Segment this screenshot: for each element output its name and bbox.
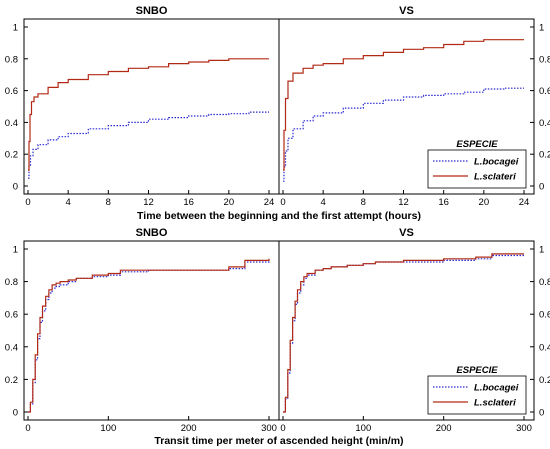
series-line-l-bocagei xyxy=(283,254,524,413)
y-tick-label: 0.4 xyxy=(539,118,550,129)
legend-box xyxy=(427,149,527,189)
series-line-l-sclateri xyxy=(28,58,269,171)
y-tick-label: 1 xyxy=(539,23,544,34)
y-tick-label: 1 xyxy=(13,245,18,256)
x-tick-label: 4 xyxy=(66,197,71,208)
x-tick-label: 200 xyxy=(436,423,452,434)
x-tick-label: 300 xyxy=(261,423,277,434)
x-tick-label: 24 xyxy=(264,197,275,208)
plot-frame xyxy=(278,240,535,421)
x-tick-label: 100 xyxy=(100,423,116,434)
y-tick-label: 0.2 xyxy=(539,150,550,161)
series-line-l-bocagei xyxy=(28,111,269,179)
x-tick-label: 100 xyxy=(355,423,371,434)
x-axis-label: Time between the beginning and the first… xyxy=(137,210,421,222)
legend-box xyxy=(427,375,527,415)
x-tick-label: 16 xyxy=(183,197,194,208)
panel-2: VS 0 4 8 12 16 20 24 0 0.2 0.4 0.6 0.8 1 ESPECIE L.boca… xyxy=(278,5,550,208)
x-tick-label: 200 xyxy=(181,423,197,434)
legend-entry: L.bocagei xyxy=(474,157,519,168)
panel-title: SNBO xyxy=(136,5,168,17)
y-tick-label: 1 xyxy=(539,245,544,256)
panel-title: SNBO xyxy=(136,227,168,239)
y-tick-label: 0.8 xyxy=(539,277,550,288)
y-tick-label: 0.6 xyxy=(5,86,18,97)
y-tick-label: 0.6 xyxy=(539,310,550,321)
panel-1: SNBO 0 4 8 12 16 20 24 0 0.2 0.4 0.6 0.8 1 xyxy=(5,5,280,208)
x-tick-label: 0 xyxy=(25,423,30,434)
y-tick-label: 0 xyxy=(13,408,18,419)
x-tick-label: 16 xyxy=(438,197,449,208)
y-tick-label: 0.8 xyxy=(5,277,18,288)
panel-title: VS xyxy=(399,5,414,17)
panel-3: SNBO 0 100 200 300 0 0.2 0.4 0.6 0.8 1 xyxy=(5,227,280,434)
y-tick-label: 0 xyxy=(539,182,544,193)
legend-title: ESPECIE xyxy=(456,365,498,376)
legend-title: ESPECIE xyxy=(456,139,498,150)
y-tick-label: 0.6 xyxy=(539,86,550,97)
legend: ESPECIE L.bocagei L.sclateri xyxy=(427,365,527,415)
y-tick-label: 0.4 xyxy=(539,342,550,353)
x-axis-label: Transit time per meter of ascended heigh… xyxy=(154,435,403,447)
y-tick-label: 0 xyxy=(539,408,544,419)
x-tick-label: 12 xyxy=(398,197,409,208)
x-tick-label: 24 xyxy=(519,197,530,208)
legend-entry: L.bocagei xyxy=(474,383,519,394)
x-tick-label: 8 xyxy=(361,197,366,208)
plot-frame xyxy=(23,18,280,195)
series-line-l-sclateri xyxy=(283,253,524,413)
x-tick-label: 0 xyxy=(25,197,30,208)
series-line-l-sclateri xyxy=(283,39,524,171)
legend-entry: L.sclateri xyxy=(474,398,516,409)
x-tick-label: 0 xyxy=(280,197,285,208)
x-tick-label: 12 xyxy=(143,197,154,208)
x-tick-label: 4 xyxy=(321,197,326,208)
y-tick-label: 0.4 xyxy=(5,118,18,129)
y-tick-label: 0.8 xyxy=(539,54,550,65)
x-tick-label: 300 xyxy=(516,423,532,434)
series-line-l-bocagei xyxy=(28,260,270,413)
legend: ESPECIE L.bocagei L.sclateri xyxy=(427,139,527,189)
series-line-l-sclateri xyxy=(28,258,270,413)
panel-title: VS xyxy=(399,227,414,239)
x-tick-label: 20 xyxy=(224,197,235,208)
panel-4: VS 0 100 200 300 0 0.2 0.4 0.6 0.8 1 ESPECIE L.bocag… xyxy=(278,227,550,434)
x-tick-label: 20 xyxy=(479,197,490,208)
y-tick-label: 0.2 xyxy=(539,375,550,386)
y-tick-label: 0.8 xyxy=(5,54,18,65)
y-tick-label: 1 xyxy=(13,23,18,34)
y-tick-label: 0 xyxy=(13,182,18,193)
y-tick-label: 0.2 xyxy=(5,150,18,161)
legend-entry: L.sclateri xyxy=(474,172,516,183)
y-tick-label: 0.2 xyxy=(5,375,18,386)
plot-frame xyxy=(23,240,280,421)
x-tick-label: 0 xyxy=(280,423,285,434)
y-tick-label: 0.6 xyxy=(5,310,18,321)
plot-frame xyxy=(278,18,535,195)
x-tick-label: 8 xyxy=(106,197,111,208)
y-tick-label: 0.4 xyxy=(5,342,18,353)
